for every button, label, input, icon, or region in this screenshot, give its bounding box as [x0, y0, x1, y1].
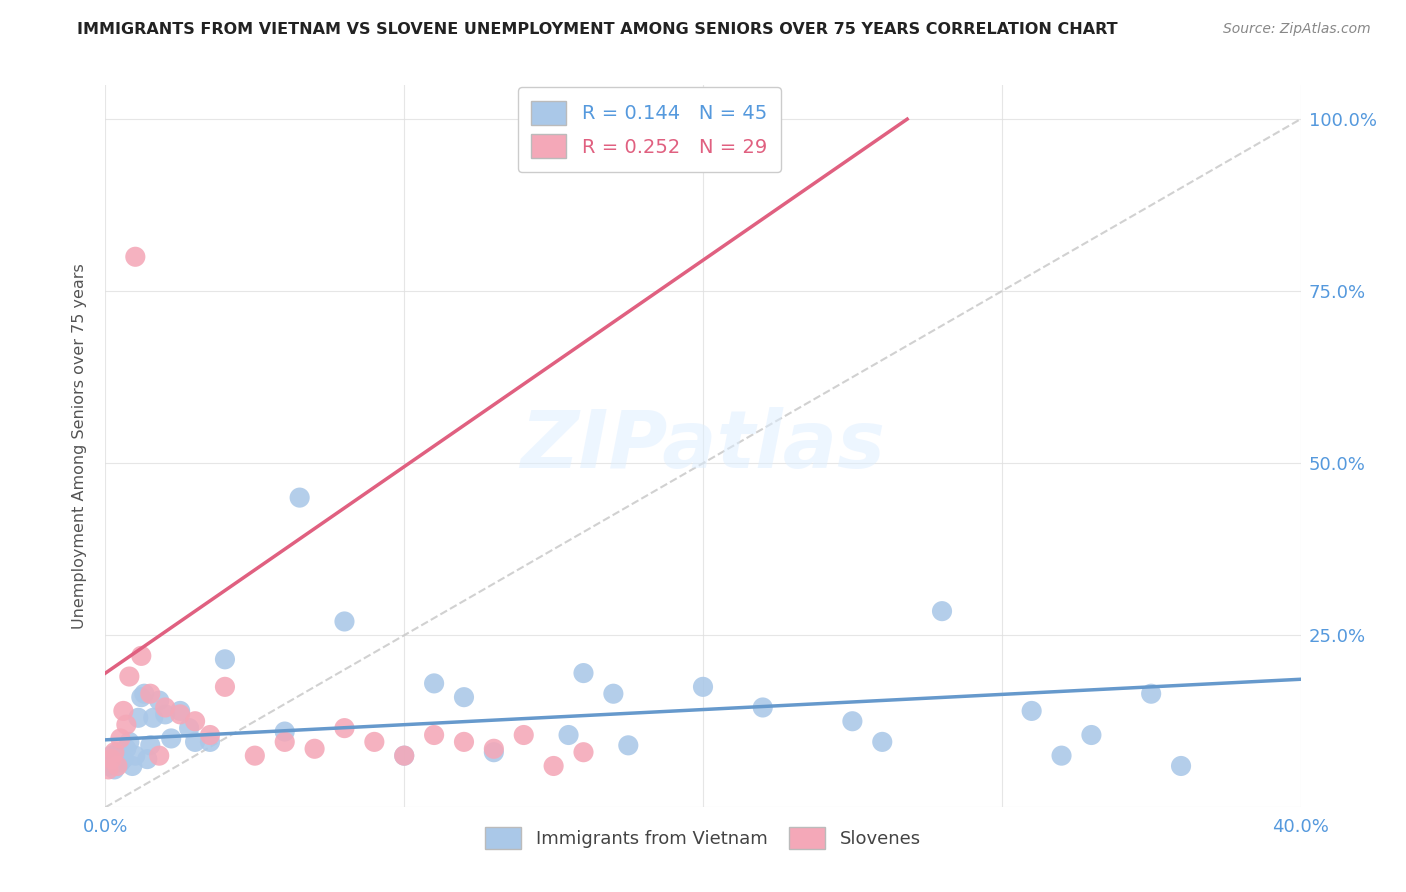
Point: [617, 739, 640, 753]
Point: [482, 745, 505, 759]
Point: [1170, 759, 1192, 773]
Point: [97, 763, 120, 777]
Text: IMMIGRANTS FROM VIETNAM VS SLOVENE UNEMPLOYMENT AMONG SENIORS OVER 75 YEARS CORR: IMMIGRANTS FROM VIETNAM VS SLOVENE UNEMP…: [77, 22, 1118, 37]
Point: [1050, 748, 1073, 763]
Point: [394, 748, 416, 763]
Point: [198, 735, 221, 749]
Point: [333, 721, 356, 735]
Point: [142, 711, 165, 725]
Point: [214, 680, 236, 694]
Point: [1021, 704, 1043, 718]
Point: [115, 717, 138, 731]
Point: [118, 669, 141, 683]
Point: [129, 690, 153, 705]
Point: [107, 759, 129, 773]
Point: [751, 700, 773, 714]
Point: [557, 728, 579, 742]
Point: [453, 690, 475, 705]
Point: [841, 714, 863, 729]
Point: [304, 741, 326, 756]
Point: [543, 759, 565, 773]
Point: [177, 721, 201, 735]
Point: [572, 666, 595, 681]
Point: [160, 731, 183, 746]
Point: [124, 748, 146, 763]
Point: [513, 728, 536, 742]
Point: [872, 735, 894, 749]
Point: [333, 615, 356, 629]
Point: [692, 680, 714, 694]
Text: Source: ZipAtlas.com: Source: ZipAtlas.com: [1223, 22, 1371, 37]
Point: [394, 748, 416, 763]
Point: [423, 676, 446, 690]
Point: [1080, 728, 1102, 742]
Point: [1140, 687, 1163, 701]
Point: [572, 745, 595, 759]
Point: [198, 728, 221, 742]
Point: [243, 748, 266, 763]
Point: [155, 707, 177, 722]
Point: [100, 748, 122, 763]
Point: [453, 735, 475, 749]
Point: [169, 707, 191, 722]
Point: [148, 693, 170, 707]
Point: [107, 745, 129, 759]
Point: [134, 687, 156, 701]
Point: [115, 741, 138, 756]
Point: [155, 700, 177, 714]
Y-axis label: Unemployment Among Seniors over 75 years: Unemployment Among Seniors over 75 years: [72, 263, 87, 629]
Point: [169, 704, 191, 718]
Point: [127, 711, 149, 725]
Point: [139, 739, 162, 753]
Point: [112, 704, 135, 718]
Point: [602, 687, 624, 701]
Point: [931, 604, 953, 618]
Point: [103, 745, 125, 759]
Point: [129, 648, 153, 663]
Point: [110, 731, 132, 746]
Point: [118, 735, 141, 749]
Point: [148, 748, 170, 763]
Text: ZIPatlas: ZIPatlas: [520, 407, 886, 485]
Point: [482, 741, 505, 756]
Point: [423, 728, 446, 742]
Point: [100, 752, 122, 766]
Point: [97, 759, 120, 773]
Point: [124, 250, 146, 264]
Point: [273, 735, 295, 749]
Point: [184, 735, 207, 749]
Point: [214, 652, 236, 666]
Legend: Immigrants from Vietnam, Slovenes: Immigrants from Vietnam, Slovenes: [474, 816, 932, 860]
Point: [139, 687, 162, 701]
Point: [112, 752, 135, 766]
Point: [273, 724, 295, 739]
Point: [288, 491, 311, 505]
Point: [363, 735, 385, 749]
Point: [136, 752, 159, 766]
Point: [184, 714, 207, 729]
Point: [103, 763, 125, 777]
Point: [121, 759, 143, 773]
Point: [110, 756, 132, 770]
